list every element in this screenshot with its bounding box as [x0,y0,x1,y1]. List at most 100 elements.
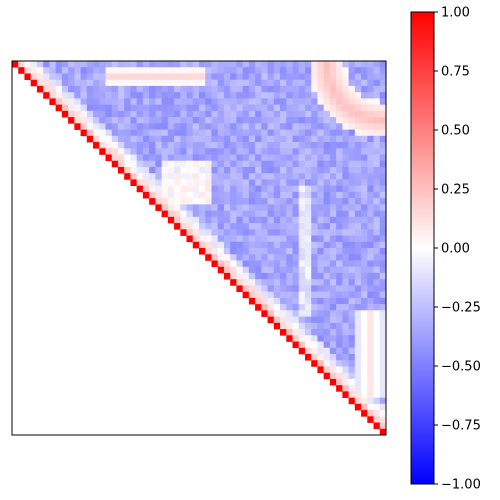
heatmap-cell [292,272,300,280]
heatmap-cell [74,73,81,81]
heatmap-cell [329,360,337,367]
heatmap-cell [211,129,219,137]
heatmap-cell [292,198,300,205]
heatmap-cell [205,210,212,218]
heatmap-cell [155,92,162,99]
heatmap-cell [367,360,374,367]
heatmap-cell [186,216,194,224]
heatmap-cell [286,173,293,180]
heatmap-cell [105,98,113,105]
heatmap-cell [248,73,256,81]
heatmap-cell [242,61,250,68]
heatmap-cell [354,372,362,380]
heatmap-cell [167,110,175,118]
heatmap-cell [336,198,343,205]
heatmap-cell [149,73,156,81]
heatmap-cell [217,210,225,218]
heatmap-cell [304,216,312,224]
heatmap-cell [373,260,381,268]
heatmap-cell [205,92,212,99]
heatmap-cell [142,98,150,105]
heatmap-cell [373,360,381,367]
heatmap-cell [379,322,387,330]
heatmap-cell [242,154,250,162]
heatmap-cell [336,104,343,112]
heatmap-cell [304,98,312,105]
heatmap-cell [311,241,318,249]
heatmap-cell [236,223,243,230]
heatmap-cell [342,142,349,149]
colorbar-tick-label: −0.25 [441,301,481,316]
heatmap-cell [292,329,300,336]
heatmap-cell [192,73,200,81]
heatmap-cell [217,160,225,168]
heatmap-cell [261,291,268,299]
heatmap-cell [242,204,250,211]
heatmap-cell [242,98,250,105]
heatmap-cell [348,372,356,380]
heatmap-cell [329,248,337,255]
heatmap-cell [298,166,306,174]
heatmap-cell [298,198,306,205]
heatmap-cell [323,191,331,199]
heatmap-cell [342,216,349,224]
heatmap-cell [43,79,50,87]
heatmap-cell [248,260,256,268]
heatmap-diagonal-cell [379,428,387,436]
heatmap-cell [242,173,250,180]
heatmap-cell [298,148,306,155]
heatmap-cell [99,79,106,87]
heatmap-cell [236,98,243,105]
heatmap-cell [361,353,368,361]
heatmap-cell [336,241,343,249]
heatmap-cell [304,135,312,143]
heatmap-cell [317,316,325,324]
heatmap-cell [361,260,368,268]
heatmap-cell [379,204,387,211]
heatmap-cell [329,135,337,143]
heatmap-cell [292,142,300,149]
heatmap-cell [205,135,212,143]
heatmap-cell [186,198,194,205]
heatmap-cell [361,92,368,99]
heatmap-cell [180,123,187,130]
heatmap-cell [192,123,200,130]
heatmap-cell [248,204,256,211]
heatmap-cell [86,92,94,99]
heatmap-cell [354,235,362,243]
heatmap-cell [317,229,325,236]
heatmap-cell [211,179,219,187]
heatmap-cell [167,210,175,218]
heatmap-cell [230,266,237,274]
heatmap-cell [379,85,387,93]
heatmap-cell [180,185,187,193]
heatmap-cell [361,104,368,112]
heatmap-cell [298,104,306,112]
heatmap-cell [161,166,169,174]
heatmap-cell [329,148,337,155]
heatmap-cell [192,61,200,68]
heatmap-cell [267,191,275,199]
heatmap-cell [317,104,325,112]
heatmap-cell [273,160,281,168]
heatmap-cell [261,166,268,174]
heatmap-cell [367,366,374,374]
heatmap-cell [317,179,325,187]
heatmap-cell [205,223,212,230]
heatmap-cell [273,210,281,218]
heatmap-cell [311,235,318,243]
heatmap-cell [348,166,356,174]
heatmap-cell [323,204,331,211]
heatmap-cell [354,310,362,317]
heatmap-cell [373,110,381,118]
heatmap-cell [261,123,268,130]
heatmap-cell [242,117,250,124]
heatmap-cell [242,223,250,230]
heatmap-cell [311,229,318,236]
heatmap-cell [242,92,250,99]
heatmap-cell [161,129,169,137]
heatmap-cell [267,135,275,143]
heatmap-cell [273,279,281,286]
heatmap-cell [230,216,237,224]
heatmap-cell [255,235,262,243]
